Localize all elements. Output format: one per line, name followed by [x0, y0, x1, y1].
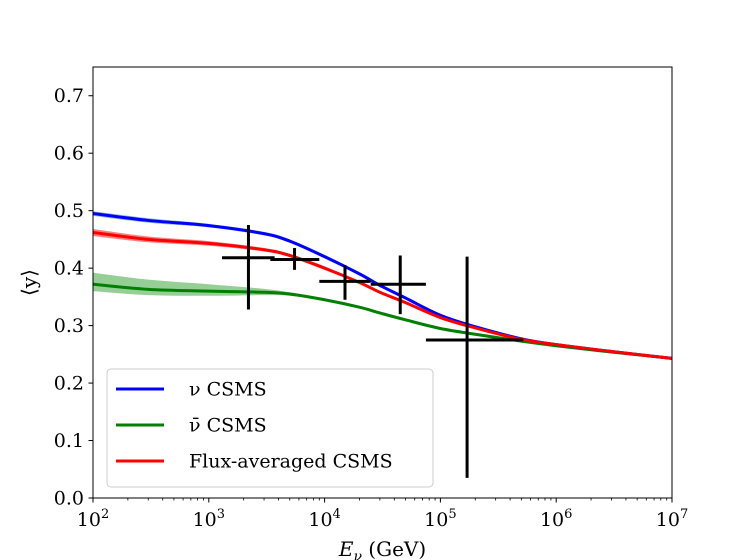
legend-box	[106, 368, 434, 488]
legend-label: ν CSMS	[189, 379, 267, 401]
data-point-4	[370, 255, 426, 315]
y-tick-label: 0.1	[54, 430, 84, 452]
y-tick-label: 0.7	[54, 85, 84, 107]
axis-labels: Eν (GeV) ⟨y⟩	[17, 269, 426, 560]
legend: ν CSMS ν̄ CSMS Flux-averaged CSMS	[106, 368, 434, 488]
data-point-1	[221, 225, 275, 310]
y-tick-label: 0.5	[54, 200, 84, 222]
x-tick-label: 104	[308, 507, 340, 531]
legend-item-3: Flux-averaged CSMS	[116, 451, 393, 473]
x-axis-ticks: 102 103 104 105 106 107	[77, 498, 688, 531]
x-tick-label: 105	[424, 507, 456, 531]
plot-frame	[92, 66, 673, 499]
data-point-3	[319, 265, 371, 300]
x-tick-label: 103	[193, 507, 225, 531]
legend-item-1: ν CSMS	[116, 379, 267, 401]
x-tick-label: 102	[77, 507, 109, 531]
line-series-3	[93, 231, 672, 360]
y-tick-label: 0.2	[54, 373, 84, 395]
x-tick-label: 106	[540, 507, 572, 531]
y-tick-label: 0.6	[54, 143, 84, 165]
x-tick-label: 107	[656, 507, 688, 531]
y-tick-label: 0.0	[54, 488, 84, 510]
x-axis-label: Eν (GeV)	[338, 537, 426, 560]
legend-label: Flux-averaged CSMS	[189, 451, 393, 473]
legend-item-2: ν̄ CSMS	[116, 415, 267, 437]
y-tick-label: 0.3	[54, 315, 84, 337]
legend-label: ν̄ CSMS	[189, 415, 267, 437]
y-axis-label: ⟨y⟩	[17, 269, 41, 296]
data-point-2	[270, 248, 320, 270]
y-tick-label: 0.4	[54, 258, 84, 280]
y-axis-ticks: 0.0 0.1 0.2 0.3 0.4 0.5 0.6 0.7	[54, 85, 93, 510]
band-series-2	[93, 272, 672, 359]
data-point-5	[425, 256, 524, 478]
data-points	[221, 225, 524, 478]
